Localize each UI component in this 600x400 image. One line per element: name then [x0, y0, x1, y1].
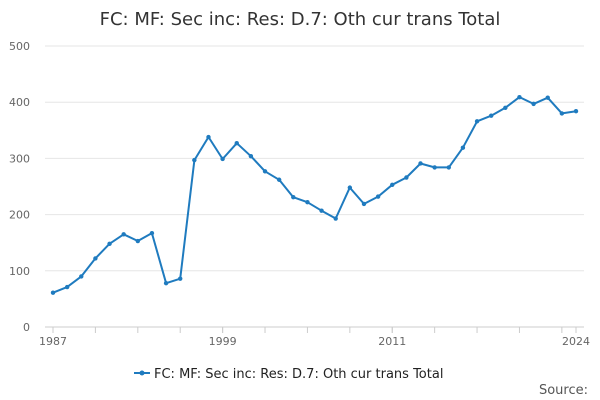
y-tick-label: 400 [9, 96, 30, 109]
data-point[interactable] [418, 161, 423, 166]
data-point[interactable] [192, 157, 197, 163]
data-point[interactable] [559, 111, 565, 116]
x-tick-label: 2011 [378, 335, 406, 348]
legend-label: FC: MF: Sec inc: Res: D.7: Oth cur trans… [154, 367, 443, 382]
y-tick-label: 100 [9, 265, 30, 278]
data-point[interactable] [404, 175, 409, 180]
source-label: Source: [539, 383, 588, 398]
x-axis-ticks [52, 327, 577, 333]
data-point[interactable] [79, 274, 84, 279]
data-point[interactable] [107, 241, 112, 247]
x-tick-label: 1999 [209, 335, 237, 348]
data-point[interactable] [573, 108, 579, 114]
data-point[interactable] [432, 165, 437, 170]
data-point[interactable] [503, 105, 508, 111]
data-point[interactable] [163, 280, 169, 286]
series-line [52, 96, 577, 294]
data-point[interactable] [474, 119, 480, 124]
data-point[interactable] [121, 232, 126, 237]
data-point[interactable] [206, 134, 211, 140]
data-point[interactable] [460, 145, 466, 150]
data-point[interactable] [248, 153, 254, 159]
y-axis-labels: 0 100 200 300 400 500 [9, 40, 30, 334]
data-point[interactable] [262, 169, 268, 174]
data-point[interactable] [135, 238, 141, 244]
data-point[interactable] [178, 276, 183, 281]
y-tick-label: 0 [23, 321, 30, 334]
x-tick-label: 1987 [39, 335, 67, 348]
data-point[interactable] [305, 200, 310, 205]
data-point[interactable] [390, 182, 395, 188]
data-point[interactable] [531, 101, 536, 107]
data-point[interactable] [319, 208, 324, 213]
data-point[interactable] [488, 113, 494, 118]
x-axis-labels: 1987 1999 2011 2024 [39, 335, 590, 348]
data-point[interactable] [50, 290, 56, 295]
y-tick-label: 500 [9, 40, 30, 53]
data-point[interactable] [545, 95, 550, 100]
data-point[interactable] [347, 185, 353, 190]
data-point[interactable] [149, 230, 155, 236]
data-point[interactable] [93, 256, 98, 261]
gridlines [45, 45, 584, 272]
data-point[interactable] [333, 216, 338, 221]
data-point[interactable] [220, 156, 225, 162]
y-tick-label: 300 [9, 152, 30, 165]
chart-title: FC: MF: Sec inc: Res: D.7: Oth cur trans… [100, 9, 501, 30]
y-tick-label: 200 [9, 209, 30, 222]
data-point[interactable] [446, 165, 451, 170]
x-tick-label: 2024 [562, 335, 590, 348]
legend[interactable]: FC: MF: Sec inc: Res: D.7: Oth cur trans… [134, 367, 443, 382]
data-point[interactable] [234, 141, 239, 146]
data-point[interactable] [517, 94, 522, 100]
data-point[interactable] [276, 177, 282, 182]
series-group [50, 94, 579, 295]
data-point[interactable] [64, 284, 70, 290]
data-point[interactable] [361, 201, 367, 207]
data-point[interactable] [291, 194, 296, 200]
legend-marker-swatch [139, 370, 145, 376]
data-point[interactable] [375, 194, 381, 199]
